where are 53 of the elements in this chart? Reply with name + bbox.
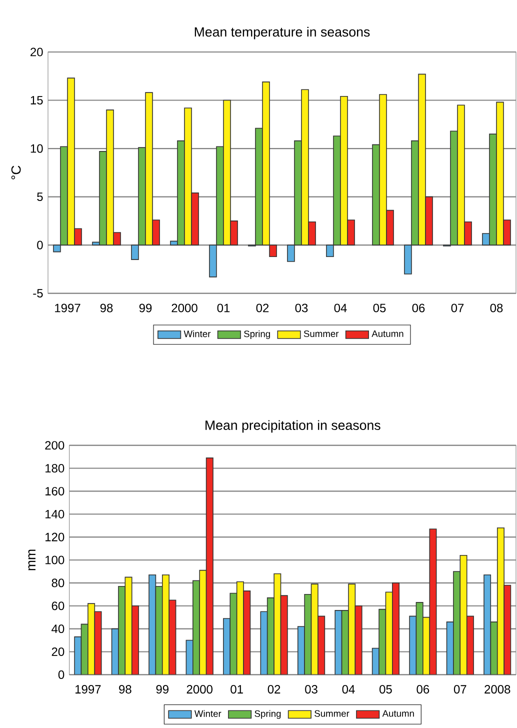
- x-tick-label: 1997: [76, 685, 101, 694]
- y-axis-title: mm: [28, 550, 36, 570]
- x-tick-label: 06: [412, 304, 425, 312]
- x-tick-label: 2008: [484, 685, 510, 694]
- y-tick-label: 40: [52, 624, 64, 634]
- y-tick-label: 5: [37, 192, 44, 201]
- y-tick-label: 120: [46, 532, 64, 542]
- x-tick-label: 02: [268, 685, 280, 694]
- x-tick-label: 06: [416, 685, 430, 694]
- x-tick-label: 2000: [187, 685, 213, 694]
- x-tick-label: 01: [218, 304, 230, 312]
- x-tick-label: 2000: [172, 304, 198, 312]
- x-tick-label: 04: [334, 304, 348, 312]
- legend-label: Spring: [254, 710, 281, 719]
- legend-label: Autumn: [372, 330, 404, 337]
- y-tick-label: 60: [52, 602, 64, 610]
- chart-title: Mean temperature in seasons: [195, 26, 370, 40]
- y-tick-label: 180: [46, 464, 64, 473]
- y-tick-label: 0: [37, 240, 44, 250]
- x-tick-label: 01: [230, 685, 244, 694]
- x-tick-label: 05: [374, 304, 386, 312]
- y-tick-label: 20: [30, 48, 44, 56]
- y-tick-label: 140: [46, 510, 64, 518]
- x-tick-label: 04: [342, 685, 356, 694]
- x-tick-label: 03: [305, 685, 318, 694]
- legend-label: Summer: [314, 710, 350, 717]
- x-tick-label: 99: [156, 685, 169, 694]
- x-tick-label: 07: [452, 304, 464, 312]
- legend-label: Winter: [194, 710, 222, 717]
- chart-title: Mean precipitation in seasons: [206, 420, 381, 433]
- y-tick-label: 160: [46, 486, 64, 496]
- legend-label: Spring: [244, 330, 270, 340]
- y-axis-title: °C: [12, 166, 22, 180]
- y-tick-label: -5: [33, 289, 44, 298]
- x-tick-label: 07: [454, 685, 466, 694]
- x-tick-label: 98: [119, 685, 132, 694]
- y-tick-label: 0: [58, 670, 64, 679]
- x-tick-label: 99: [140, 304, 152, 312]
- x-tick-label: 05: [380, 685, 392, 694]
- legend-label: Summer: [304, 330, 339, 338]
- legend-label: Autumn: [382, 710, 414, 717]
- y-tick-label: 200: [45, 441, 64, 450]
- y-tick-label: 100: [46, 556, 64, 564]
- legend-label: Winter: [184, 330, 211, 338]
- y-tick-label: 10: [31, 144, 44, 153]
- y-tick-label: 20: [52, 647, 64, 656]
- x-tick-label: 02: [256, 304, 269, 312]
- y-tick-label: 15: [31, 96, 44, 104]
- x-tick-label: 1997: [55, 304, 80, 312]
- x-tick-label: 08: [490, 304, 503, 312]
- x-tick-label: 03: [296, 304, 308, 312]
- y-tick-label: 80: [52, 578, 64, 588]
- x-tick-label: 98: [100, 304, 113, 312]
